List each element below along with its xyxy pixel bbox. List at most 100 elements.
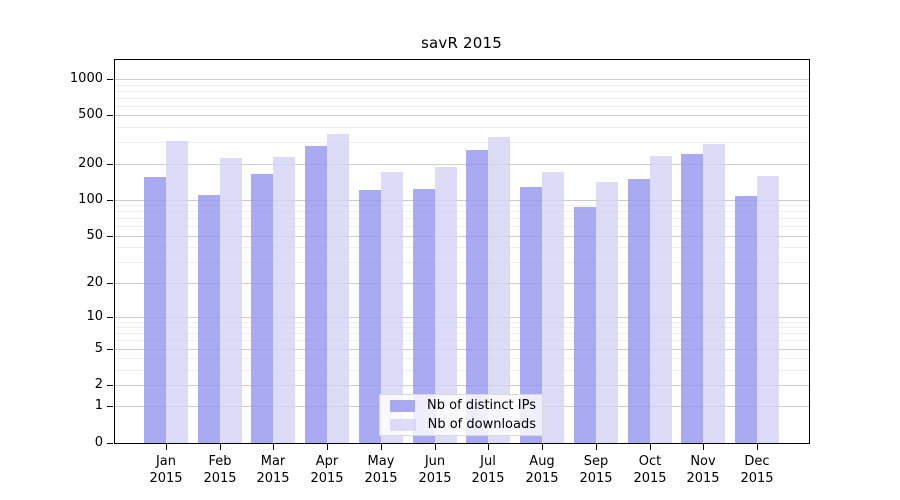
x-axis-year-label: 2015 — [310, 471, 344, 486]
x-axis-year-label: 2015 — [203, 471, 237, 486]
major-gridline — [115, 349, 809, 350]
minor-gridline — [115, 262, 809, 263]
x-axis-tick — [381, 444, 382, 450]
x-axis-month-label: Oct — [638, 454, 662, 469]
x-axis-year-label: 2015 — [579, 471, 613, 486]
minor-gridline — [115, 85, 809, 86]
bar-downloads-jun — [435, 167, 457, 443]
x-axis-month-label: Nov — [690, 454, 716, 469]
y-axis-tick-label: 500 — [78, 107, 103, 122]
y-axis-tick-label: 5 — [94, 341, 103, 356]
legend-label-downloads: Nb of downloads — [427, 417, 536, 432]
major-gridline — [115, 283, 809, 284]
x-axis-tick — [220, 444, 221, 450]
bar-distinct-ips-sep — [574, 207, 596, 443]
x-axis-month-label: Feb — [208, 454, 232, 469]
bar-downloads-apr — [327, 134, 349, 443]
x-axis-tick — [327, 444, 328, 450]
minor-gridline — [115, 358, 809, 359]
legend-swatch-distinct-ips — [390, 399, 416, 412]
bar-distinct-ips-feb — [198, 195, 220, 443]
major-gridline — [115, 115, 809, 116]
bar-downloads-oct — [650, 156, 672, 443]
y-axis-tick — [107, 79, 113, 80]
y-axis-tick — [107, 236, 113, 237]
y-axis-tick-label: 200 — [78, 156, 103, 171]
y-axis-tick — [107, 164, 113, 165]
bar-distinct-ips-may — [359, 190, 381, 443]
bar-distinct-ips-jun — [413, 189, 435, 443]
bar-downloads-mar — [273, 157, 295, 443]
legend: Nb of distinct IPs Nb of downloads — [379, 394, 543, 436]
minor-gridline — [115, 98, 809, 99]
y-axis-tick — [107, 406, 113, 407]
y-axis-tick-label: 2 — [94, 377, 103, 392]
y-axis-tick — [107, 349, 113, 350]
minor-gridline — [115, 340, 809, 341]
minor-gridline — [115, 226, 809, 227]
x-axis-month-label: Sep — [583, 454, 609, 469]
y-axis-tick — [107, 115, 113, 116]
x-axis-tick — [757, 444, 758, 450]
legend-item-downloads: Nb of downloads — [386, 417, 536, 432]
bar-distinct-ips-jan — [144, 177, 166, 443]
y-axis-tick — [107, 443, 113, 444]
chart-title: savR 2015 — [420, 34, 503, 52]
x-axis-year-label: 2015 — [364, 471, 398, 486]
y-axis-tick-label: 0 — [94, 435, 103, 450]
bar-downloads-feb — [220, 158, 242, 443]
x-axis-month-label: Mar — [260, 454, 286, 469]
x-axis-month-label: May — [367, 454, 395, 469]
y-axis-tick-label: 50 — [86, 228, 103, 243]
major-gridline — [115, 164, 809, 165]
x-axis-year-label: 2015 — [256, 471, 290, 486]
minor-gridline — [115, 370, 809, 371]
bar-distinct-ips-aug — [520, 187, 542, 443]
bar-downloads-may — [381, 172, 403, 443]
x-axis-tick — [435, 444, 436, 450]
x-axis-month-label: Jul — [480, 454, 496, 469]
bar-downloads-jul — [488, 137, 510, 443]
x-axis-month-label: Jan — [155, 454, 177, 469]
x-axis-tick — [488, 444, 489, 450]
y-axis-tick — [107, 200, 113, 201]
y-axis-tick-label: 10 — [86, 309, 103, 324]
x-axis-tick — [596, 444, 597, 450]
minor-gridline — [115, 247, 809, 248]
x-axis-year-label: 2015 — [633, 471, 667, 486]
y-axis-tick — [107, 385, 113, 386]
bar-downloads-dec — [757, 176, 779, 443]
y-axis-tick-label: 1 — [94, 398, 103, 413]
legend-label-distinct-ips: Nb of distinct IPs — [427, 398, 536, 413]
major-gridline — [115, 236, 809, 237]
minor-gridline — [115, 218, 809, 219]
x-axis-month-label: Dec — [744, 454, 770, 469]
legend-item-distinct-ips: Nb of distinct IPs — [386, 398, 536, 413]
bar-downloads-nov — [703, 144, 725, 443]
x-axis-tick — [273, 444, 274, 450]
y-axis-tick-label: 1000 — [69, 71, 103, 86]
minor-gridline — [115, 211, 809, 212]
legend-swatch-downloads — [390, 418, 416, 431]
x-axis-tick — [542, 444, 543, 450]
x-axis-year-label: 2015 — [686, 471, 720, 486]
x-axis-year-label: 2015 — [740, 471, 774, 486]
x-axis-year-label: 2015 — [149, 471, 183, 486]
x-axis-tick — [650, 444, 651, 450]
x-axis-year-label: 2015 — [471, 471, 505, 486]
minor-gridline — [115, 322, 809, 323]
y-axis-tick — [107, 283, 113, 284]
x-axis-year-label: 2015 — [525, 471, 559, 486]
y-axis-tick-label: 20 — [86, 275, 103, 290]
bar-downloads-sep — [596, 182, 618, 443]
y-axis-tick-label: 100 — [78, 192, 103, 207]
bar-distinct-ips-oct — [628, 179, 650, 443]
x-axis-month-label: Apr — [315, 454, 339, 469]
minor-gridline — [115, 142, 809, 143]
minor-gridline — [115, 205, 809, 206]
major-gridline — [115, 317, 809, 318]
x-axis-month-label: Jun — [424, 454, 446, 469]
bar-distinct-ips-apr — [305, 146, 327, 443]
major-gridline — [115, 79, 809, 80]
